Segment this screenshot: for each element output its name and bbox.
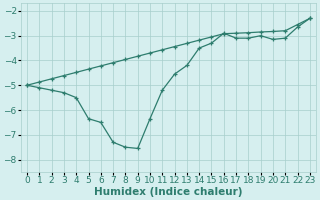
X-axis label: Humidex (Indice chaleur): Humidex (Indice chaleur) bbox=[94, 187, 243, 197]
